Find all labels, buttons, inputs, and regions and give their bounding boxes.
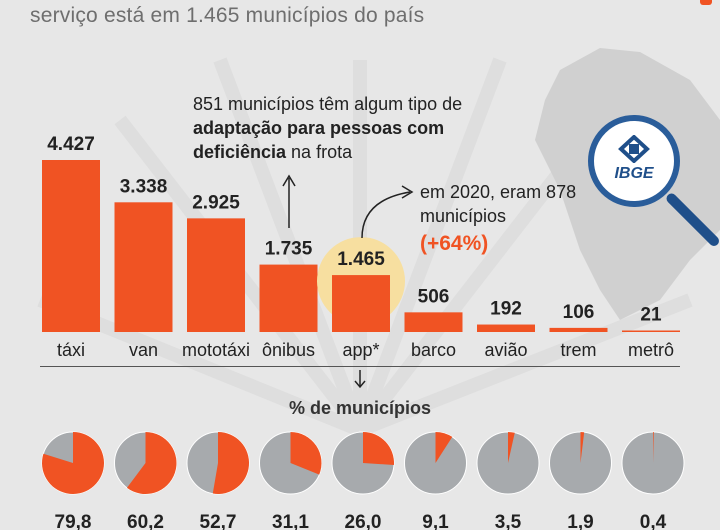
pie-6 bbox=[476, 431, 540, 495]
pie-value-label: 52,7 bbox=[200, 512, 237, 530]
page-subtitle: serviço está em 1.465 municípios do país bbox=[30, 4, 425, 27]
bar-2 bbox=[187, 218, 245, 332]
bar-value-label: 21 bbox=[640, 305, 662, 326]
divider-line bbox=[40, 366, 680, 367]
bar-value-label: 192 bbox=[490, 299, 522, 320]
bar-value-label: 3.338 bbox=[120, 176, 168, 197]
pie-value-label: 79,8 bbox=[55, 512, 92, 530]
pie-1 bbox=[114, 431, 177, 495]
pie-slice bbox=[580, 432, 585, 463]
ibge-logo-text: IBGE bbox=[614, 165, 654, 182]
pie-slice bbox=[42, 432, 105, 494]
pie-slice bbox=[212, 431, 250, 494]
bar-5 bbox=[404, 312, 463, 332]
pie-slice bbox=[290, 432, 322, 475]
pie-2 bbox=[186, 431, 250, 495]
pie-slice bbox=[653, 432, 654, 463]
annotation-app-pct: (+64%) bbox=[420, 232, 489, 255]
bar-6 bbox=[477, 324, 535, 332]
bar-category-label: avião bbox=[484, 340, 527, 360]
pie-value-label: 1,9 bbox=[567, 512, 593, 530]
pie-value-label: 3,5 bbox=[495, 512, 522, 530]
pie-slice bbox=[508, 432, 515, 463]
annotation-onibus-text: 851 municípios têm algum tipo de bbox=[193, 94, 463, 114]
ibge-logo: IBGE bbox=[588, 115, 680, 207]
bar-category-label: mototáxi bbox=[182, 340, 250, 360]
pie-value-label: 0,4 bbox=[640, 512, 667, 530]
annotation-app-text: em 2020, eram 878 municípios bbox=[420, 182, 577, 226]
pie-3 bbox=[259, 431, 322, 495]
pie-4 bbox=[331, 431, 395, 495]
pie-value-label: 31,1 bbox=[272, 512, 309, 530]
bar-value-label: 4.427 bbox=[47, 134, 95, 155]
bar-category-label: app* bbox=[342, 340, 379, 360]
annotation-onibus-tail: na frota bbox=[286, 142, 353, 162]
pie-slice bbox=[435, 432, 453, 463]
pie-slice bbox=[126, 432, 177, 494]
arrow-head bbox=[354, 380, 366, 389]
brand-corner-mark bbox=[700, 0, 712, 5]
pie-value-label: 26,0 bbox=[345, 512, 382, 530]
arrow-head bbox=[401, 185, 414, 199]
bar-chart: 4.427 táxi 3.338 van 2.925 mototáxi 1.735 ônibu… bbox=[42, 134, 680, 360]
pie-section-title: % de municípios bbox=[288, 398, 432, 418]
pie-value-label: 60,2 bbox=[127, 512, 164, 530]
bar-category-label: barco bbox=[411, 340, 456, 360]
annotation-onibus: 851 municípios têm algum tipo de adaptaç… bbox=[193, 92, 493, 164]
bar-4 bbox=[332, 275, 390, 332]
annotation-onibus-bold: adaptação para pessoas com deficiência bbox=[193, 118, 445, 162]
bar-value-label: 1.735 bbox=[265, 239, 313, 260]
bar-category-label: táxi bbox=[57, 340, 85, 360]
bar-7 bbox=[549, 327, 608, 332]
bar-value-label: 506 bbox=[418, 286, 450, 307]
bar-8 bbox=[622, 330, 680, 332]
pie-value-label: 9,1 bbox=[422, 512, 449, 530]
pie-slice bbox=[363, 432, 395, 465]
pie-0 bbox=[41, 431, 105, 495]
annotation-app-arrow bbox=[361, 191, 411, 239]
ibge-emblem-icon bbox=[618, 135, 650, 163]
pie-5 bbox=[404, 431, 467, 495]
bar-category-label: van bbox=[129, 340, 158, 360]
pie-8 bbox=[621, 431, 685, 495]
bar-value-label: 2.925 bbox=[192, 192, 240, 213]
bar-category-label: metrô bbox=[628, 340, 674, 360]
bar-3 bbox=[259, 264, 318, 332]
bar-value-label: 106 bbox=[563, 302, 595, 323]
bar-category-label: ônibus bbox=[262, 340, 315, 360]
bar-category-label: trem bbox=[561, 340, 597, 360]
bar-0 bbox=[42, 160, 100, 332]
arrow-head bbox=[282, 174, 296, 187]
pie-7 bbox=[549, 431, 612, 495]
annotation-app: em 2020, eram 878 municípios (+64%) bbox=[420, 180, 620, 256]
bar-1 bbox=[114, 202, 173, 332]
bar-value-label: 1.465 bbox=[337, 249, 385, 270]
